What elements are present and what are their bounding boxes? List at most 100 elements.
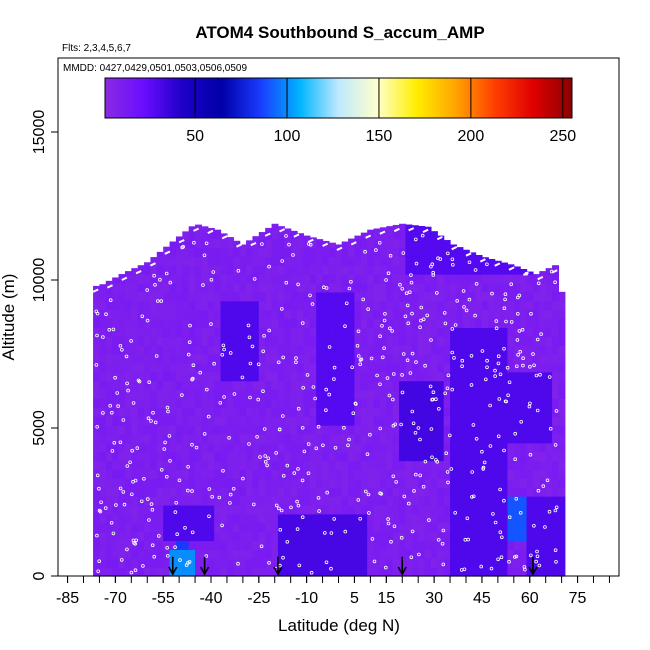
heat-cell [558, 300, 566, 311]
heat-cell [220, 433, 228, 444]
sample-marker [300, 321, 305, 325]
heat-cell [341, 291, 349, 302]
heat-cell [360, 265, 368, 275]
heat-cell [386, 416, 394, 426]
colorbar-swatch [500, 78, 503, 118]
sample-marker [309, 570, 314, 575]
heat-cell [144, 274, 152, 284]
heat-cell [386, 238, 394, 249]
level-leg-mark [508, 266, 515, 271]
heat-cell [297, 327, 305, 337]
heat-cell [481, 327, 489, 337]
sample-marker [124, 354, 129, 359]
heat-cell [456, 354, 464, 364]
heat-cell [552, 291, 560, 302]
heat-cell [226, 336, 234, 346]
heat-cell [328, 318, 336, 328]
heat-cell [239, 558, 247, 568]
x-tick-label: 15 [377, 590, 395, 607]
heat-cell [539, 282, 547, 293]
heat-cell [488, 407, 496, 417]
heat-cell [532, 362, 540, 373]
heat-cell [233, 371, 241, 382]
heat-cell [258, 425, 266, 435]
heat-cell [367, 549, 375, 559]
heat-cell [424, 460, 432, 471]
heat-cell [182, 567, 190, 577]
heat-cell [124, 407, 132, 417]
colorbar-swatch [176, 78, 180, 118]
heat-cell [207, 318, 215, 328]
heat-cell [156, 513, 164, 524]
colorbar-swatch [554, 78, 557, 118]
heat-cell [526, 345, 534, 355]
heat-cell [118, 371, 126, 382]
heat-cell [469, 469, 477, 479]
heat-cell [118, 291, 126, 302]
heat-cell [163, 362, 171, 373]
heat-cell [156, 380, 164, 391]
colorbar-swatch [530, 78, 533, 118]
heat-cell [507, 300, 515, 311]
heat-cell [309, 513, 317, 524]
sample-marker [295, 499, 299, 504]
heat-cell [118, 442, 126, 453]
heat-cell [424, 442, 432, 453]
heat-cell [418, 407, 426, 417]
heat-cell [284, 451, 292, 462]
heat-cell [456, 460, 464, 471]
level-leg-mark [207, 229, 214, 235]
heat-cell [386, 425, 394, 435]
heat-cell [507, 522, 515, 533]
heat-cell [335, 345, 343, 355]
heat-cell [456, 442, 464, 453]
heat-cell [182, 549, 190, 559]
colorbar-swatch [490, 78, 493, 118]
heat-cell [226, 265, 234, 275]
heat-cell [488, 442, 496, 453]
heat-cell [379, 282, 387, 293]
heat-cell [265, 362, 273, 373]
heat-cell [271, 416, 279, 426]
heat-cell [328, 291, 336, 302]
sample-marker [374, 248, 378, 252]
heat-cell [392, 318, 400, 328]
heat-cell [297, 496, 305, 506]
heat-cell [297, 451, 305, 462]
heat-cell [182, 282, 190, 293]
sample-marker [509, 282, 514, 287]
colorbar-swatch [324, 78, 328, 118]
heat-cell [450, 265, 458, 275]
sample-marker [391, 372, 396, 376]
heat-cell [558, 354, 566, 364]
heat-cell [507, 264, 515, 266]
heat-cell [462, 336, 470, 346]
heat-cell [303, 531, 311, 542]
heat-cell [284, 362, 292, 373]
heat-cell [424, 265, 432, 275]
colorbar-swatch [206, 78, 210, 118]
heat-cell [284, 487, 292, 497]
heat-cell [488, 496, 496, 506]
sample-marker [459, 568, 464, 572]
arrow-head [397, 566, 407, 576]
heat-cell [124, 271, 132, 275]
heat-cell [520, 478, 528, 488]
colorbar-swatch [248, 78, 252, 118]
heat-cell [328, 242, 336, 249]
heat-cell [430, 540, 438, 550]
heat-cell [558, 336, 566, 346]
heat-cell [430, 531, 438, 542]
heat-cell [246, 291, 254, 302]
heat-cell [456, 531, 464, 542]
heat-cell [475, 425, 483, 435]
sample-marker [267, 328, 272, 333]
heat-cell [163, 513, 171, 524]
heat-cell [475, 255, 483, 257]
heat-cell [488, 567, 496, 577]
sample-marker [145, 318, 150, 323]
heat-cell [494, 309, 502, 320]
heat-cell [367, 247, 375, 257]
heat-cell [246, 371, 254, 382]
heat-cell [411, 225, 419, 231]
